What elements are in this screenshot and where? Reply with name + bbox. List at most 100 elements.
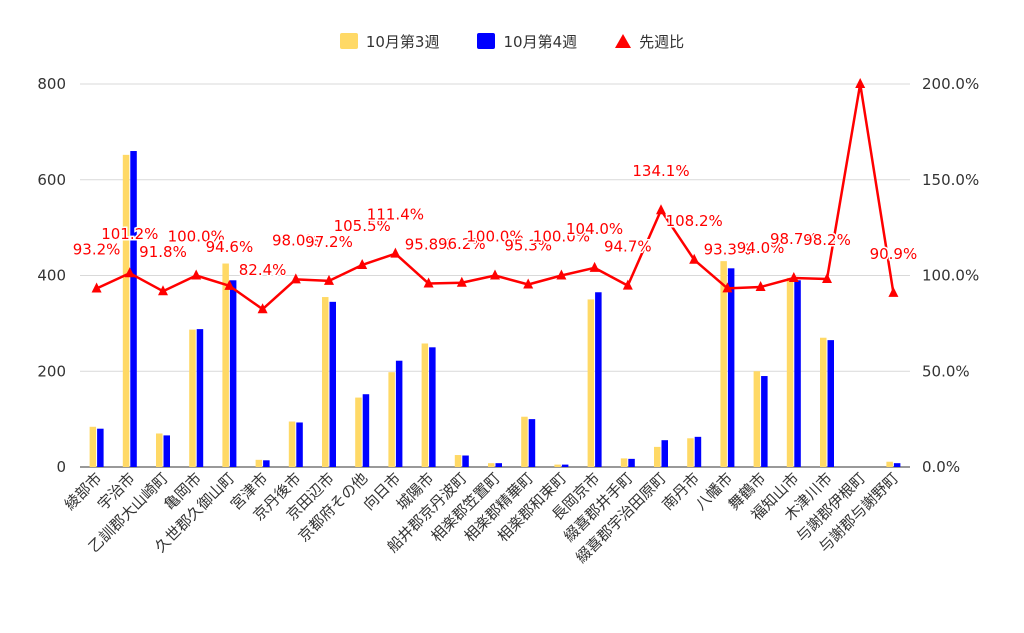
bar-series-2 xyxy=(130,151,137,467)
bar-series-2 xyxy=(196,329,204,467)
bar-series-1 xyxy=(454,455,462,467)
bar-series-2 xyxy=(561,464,569,467)
data-label: 98.2% xyxy=(803,231,851,249)
line-point-series-3 xyxy=(490,269,500,280)
legend-marker-series-3 xyxy=(615,34,632,48)
legend-label-series-2: 10月第4週 xyxy=(503,32,578,51)
bar-series-1 xyxy=(820,337,827,467)
bar-series-2 xyxy=(97,428,104,467)
bar-series-2 xyxy=(229,280,237,467)
data-label: 94.7% xyxy=(604,238,652,256)
data-label: 111.4% xyxy=(367,206,424,224)
bar-series-1 xyxy=(89,426,97,467)
bar-series-1 xyxy=(687,438,694,467)
legend-item-series-2: 10月第4週 xyxy=(477,31,577,52)
legend-item-series-3: 先週比 xyxy=(615,31,684,52)
bar-series-1 xyxy=(288,421,296,467)
bar-series-1 xyxy=(620,458,628,467)
chart-legend: 10月第3週 10月第4週 先週比 xyxy=(0,30,1024,52)
bar-series-1 xyxy=(654,446,661,467)
bar-series-1 xyxy=(189,329,196,467)
bar-series-2 xyxy=(628,458,635,467)
line-point-series-3 xyxy=(855,78,866,88)
y-left-tick-label: 0 xyxy=(56,458,66,476)
bar-series-2 xyxy=(727,268,735,467)
line-point-series-3 xyxy=(822,272,832,283)
line-point-series-3 xyxy=(257,303,268,314)
data-label: 100.0% xyxy=(168,228,225,246)
legend-label-series-1: 10月第3週 xyxy=(365,32,440,51)
bar-series-2 xyxy=(495,463,502,467)
line-point-series-3 xyxy=(523,278,534,289)
y-right-tick-label: 150.0% xyxy=(922,171,979,189)
line-point-series-3 xyxy=(556,269,567,280)
line-point-series-3 xyxy=(290,273,301,284)
bar-series-2 xyxy=(761,376,768,467)
line-point-series-3 xyxy=(755,280,766,291)
bar-series-2 xyxy=(296,422,303,467)
legend-item-series-1: 10月第3週 xyxy=(339,31,440,52)
y-left-tick-label: 400 xyxy=(37,267,66,285)
data-label: 105.5% xyxy=(334,217,391,235)
bar-series-2 xyxy=(893,463,901,467)
bar-series-2 xyxy=(661,440,668,467)
y-right-tick-label: 100.0% xyxy=(922,267,979,285)
line-point-series-3 xyxy=(456,276,467,287)
bar-series-1 xyxy=(753,371,761,467)
bar-series-2 xyxy=(694,436,702,467)
data-label: 82.4% xyxy=(239,261,287,279)
data-label: 100.0% xyxy=(533,228,590,246)
bar-series-1 xyxy=(388,372,395,467)
legend-label-series-3: 先週比 xyxy=(639,32,685,51)
bar-series-1 xyxy=(222,263,229,467)
line-point-series-3 xyxy=(788,271,799,282)
bar-series-2 xyxy=(827,340,834,467)
data-label: 91.8% xyxy=(139,243,187,261)
data-label: 96.2% xyxy=(438,235,486,253)
bar-series-1 xyxy=(720,261,727,467)
line-point-series-3 xyxy=(722,282,733,293)
line-point-series-3 xyxy=(589,261,600,272)
data-label: 94.0% xyxy=(737,239,785,257)
data-label: 95.8% xyxy=(405,236,453,254)
line-point-series-3 xyxy=(622,279,633,290)
bar-series-1 xyxy=(122,154,130,468)
line-point-series-3 xyxy=(224,279,235,290)
bar-series-2 xyxy=(429,347,436,467)
y-right-tick-label: 200.0% xyxy=(922,75,979,93)
line-point-series-3 xyxy=(689,253,700,264)
bar-series-2 xyxy=(362,394,370,467)
data-label: 93.2% xyxy=(73,241,121,259)
y-left-tick-label: 600 xyxy=(37,171,66,189)
bar-series-2 xyxy=(163,435,170,467)
legend-swatch-series-1 xyxy=(339,33,358,49)
y-left-tick-label: 800 xyxy=(37,75,66,93)
bar-series-1 xyxy=(521,416,528,467)
bar-series-2 xyxy=(395,360,403,467)
line-point-series-3 xyxy=(158,285,168,296)
bar-series-2 xyxy=(329,301,336,467)
data-label: 95.3% xyxy=(504,237,552,255)
bar-series-1 xyxy=(156,433,163,467)
bar-series-1 xyxy=(554,464,561,467)
bar-series-1 xyxy=(587,299,595,467)
data-label: 134.1% xyxy=(632,162,689,180)
line-point-series-3 xyxy=(888,286,899,297)
bar-series-1 xyxy=(255,459,263,467)
bar-series-1 xyxy=(786,277,794,467)
bar-series-2 xyxy=(528,419,536,467)
y-left-tick-label: 200 xyxy=(37,362,66,380)
data-label: 100.0% xyxy=(466,228,523,246)
data-label: 94.6% xyxy=(206,238,254,256)
bar-series-1 xyxy=(488,463,495,467)
line-point-series-3 xyxy=(124,267,135,278)
bar-series-2 xyxy=(462,455,469,467)
data-label: 97.2% xyxy=(305,233,353,251)
line-point-series-3 xyxy=(91,282,102,293)
data-label: 98.0% xyxy=(272,231,320,249)
bar-series-1 xyxy=(322,297,329,467)
bar-series-1 xyxy=(886,461,893,467)
data-label: 104.0% xyxy=(566,220,623,238)
bar-series-2 xyxy=(263,460,270,467)
